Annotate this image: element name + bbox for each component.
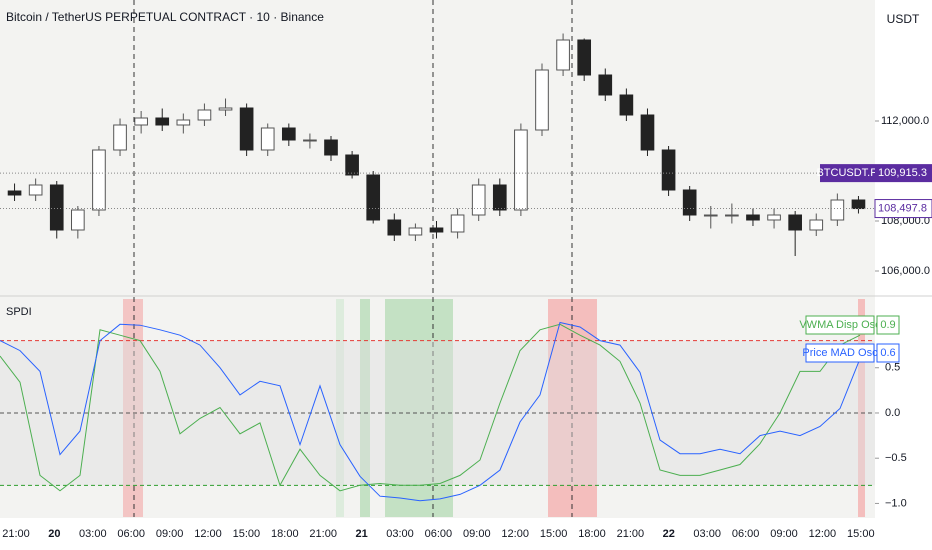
x-tick-label: 03:00 xyxy=(386,528,414,540)
candle-body xyxy=(661,149,676,191)
candle-body xyxy=(260,127,275,151)
y-tick-label: 0.0 xyxy=(885,407,900,419)
candle-body xyxy=(830,199,845,221)
x-tick-label: 21:00 xyxy=(2,528,30,540)
candle-body xyxy=(682,189,697,216)
candle-body xyxy=(746,214,760,221)
candle-body xyxy=(49,184,64,231)
price-label: 109,915.3 xyxy=(878,167,927,179)
x-tick-label: 15:00 xyxy=(540,528,568,540)
x-tick-label: 20 xyxy=(48,528,60,540)
candle-body xyxy=(767,214,781,221)
candle-body xyxy=(598,74,613,96)
x-tick-label: 09:00 xyxy=(770,528,798,540)
value-label-box xyxy=(876,343,900,363)
y-tick-label: −0.5 xyxy=(885,452,907,464)
symbol-label-box xyxy=(820,164,875,183)
candle-body xyxy=(429,227,444,233)
zone xyxy=(858,299,865,517)
candle-body xyxy=(176,119,191,126)
time-axis xyxy=(0,518,932,550)
symbol-label: BTCUSDT.P xyxy=(816,167,877,179)
candle-body xyxy=(71,209,85,231)
x-tick-label: 06:00 xyxy=(425,528,453,540)
candle-body xyxy=(281,127,296,141)
legend-box xyxy=(805,343,875,363)
legend-entry: VWMA Disp Osc xyxy=(799,319,881,331)
x-tick-label: 03:00 xyxy=(79,528,107,540)
x-tick-label: 15:00 xyxy=(847,528,875,540)
candle-body xyxy=(809,219,824,231)
candle-body xyxy=(514,129,528,211)
candle-body xyxy=(450,214,465,233)
candle-body xyxy=(577,39,592,76)
legend-box xyxy=(805,315,875,335)
x-tick-label: 21 xyxy=(355,528,367,540)
candle-body xyxy=(556,39,570,71)
candle-body xyxy=(218,107,233,111)
x-tick-label: 18:00 xyxy=(271,528,299,540)
candle-body xyxy=(366,174,381,221)
x-tick-label: 12:00 xyxy=(194,528,222,540)
pane-title: SPDI xyxy=(6,306,32,318)
x-tick-label: 12:00 xyxy=(809,528,837,540)
candle-body xyxy=(155,117,170,126)
x-tick-label: 22 xyxy=(663,528,675,540)
candle-body xyxy=(113,124,127,151)
candle-body xyxy=(492,184,507,211)
candle-body xyxy=(345,154,359,176)
zone xyxy=(360,299,370,517)
candle-body xyxy=(703,214,718,217)
x-tick-label: 15:00 xyxy=(233,528,261,540)
candle-body xyxy=(851,199,866,210)
candle-body xyxy=(197,109,212,121)
zone xyxy=(336,299,344,517)
candle-body xyxy=(640,114,655,151)
candle-body xyxy=(408,227,423,236)
x-tick-label: 03:00 xyxy=(693,528,721,540)
candle-body xyxy=(134,117,148,126)
value-label: 0.6 xyxy=(880,347,895,359)
x-tick-label: 09:00 xyxy=(463,528,491,540)
series-line xyxy=(0,323,861,492)
x-tick-label: 18:00 xyxy=(578,528,606,540)
zone xyxy=(385,299,453,517)
price-label: 108,497.8 xyxy=(878,202,927,214)
chart-title: Bitcoin / TetherUS PERPETUAL CONTRACT · … xyxy=(6,10,324,24)
currency: USDT xyxy=(887,12,920,26)
series-line xyxy=(0,321,861,502)
candle-body xyxy=(788,214,802,231)
x-tick-label: 06:00 xyxy=(732,528,760,540)
value-label: 0.9 xyxy=(880,319,895,331)
price-label-box xyxy=(874,199,932,219)
legend-entry: Price MAD Osc xyxy=(802,347,878,359)
candle-body xyxy=(7,190,22,196)
candle-body xyxy=(28,184,43,196)
candle-body xyxy=(471,184,486,216)
x-tick-label: 21:00 xyxy=(309,528,337,540)
price-axis xyxy=(875,0,932,550)
price-label-box xyxy=(875,164,932,183)
x-tick-label: 06:00 xyxy=(117,528,145,540)
x-tick-label: 12:00 xyxy=(501,528,529,540)
y-tick-label: 112,000.0 xyxy=(881,115,929,127)
y-tick-label: 106,000.0 xyxy=(881,265,930,277)
candle-body xyxy=(92,149,106,211)
x-tick-label: 09:00 xyxy=(156,528,184,540)
candle-body xyxy=(387,219,402,236)
x-tick-label: 21:00 xyxy=(617,528,645,540)
y-tick-label: −1.0 xyxy=(885,497,907,509)
candle-body xyxy=(239,107,254,151)
candle-body xyxy=(324,139,338,156)
y-tick-label: 0.5 xyxy=(885,362,900,374)
candle-body xyxy=(303,139,317,142)
value-label-box xyxy=(876,315,900,335)
zone xyxy=(123,299,143,517)
candle-body xyxy=(619,94,634,116)
candle-body xyxy=(725,214,739,217)
candle-body xyxy=(535,69,549,131)
